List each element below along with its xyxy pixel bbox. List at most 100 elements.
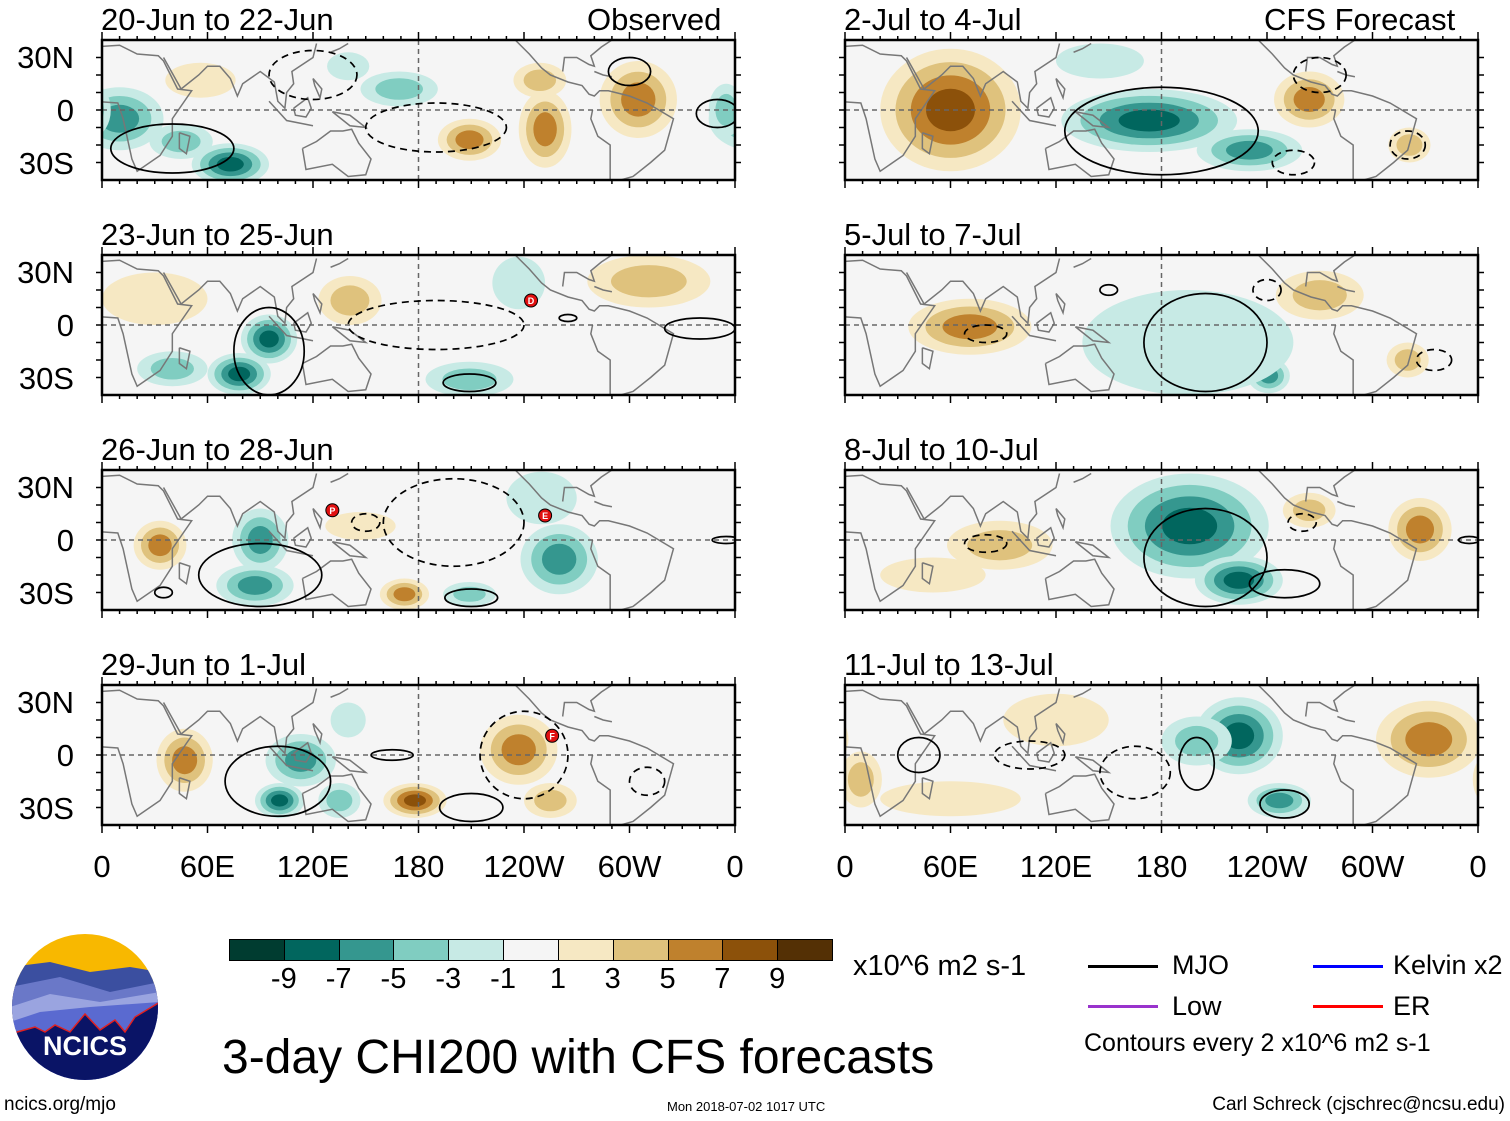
coastline bbox=[561, 470, 613, 502]
coastline bbox=[1011, 315, 1057, 342]
site-link[interactable]: ncics.org/mjo bbox=[4, 1094, 116, 1115]
anomaly-region bbox=[1223, 571, 1255, 589]
coastline bbox=[1257, 685, 1418, 825]
colorbar-tick-label: -3 bbox=[435, 963, 462, 995]
coastline bbox=[1337, 715, 1356, 723]
colorbar-tick-label: 1 bbox=[549, 963, 566, 995]
anomaly-region bbox=[172, 746, 198, 775]
mjo-contour-negative bbox=[350, 512, 381, 533]
coastline bbox=[292, 526, 313, 548]
mjo-contour-positive bbox=[438, 792, 504, 823]
mjo-contour-negative bbox=[479, 710, 569, 800]
panel-title: 11-Jul to 13-Jul bbox=[844, 647, 1054, 682]
y-tick-label: 30N bbox=[17, 685, 74, 720]
coastline bbox=[162, 688, 318, 755]
storm-letter: F bbox=[549, 731, 555, 741]
colorbar-tick-label: -7 bbox=[325, 963, 352, 995]
coastline bbox=[102, 259, 193, 388]
colorbar-tick-label: 7 bbox=[714, 963, 731, 995]
logo-text: NCICS bbox=[43, 1031, 127, 1061]
coastline bbox=[268, 100, 314, 127]
mjo-contour-positive bbox=[442, 373, 497, 393]
coastline bbox=[330, 687, 349, 698]
anomaly-region bbox=[797, 738, 838, 784]
coastline bbox=[1304, 685, 1356, 717]
mjo-contour-positive bbox=[1099, 283, 1119, 297]
map-panel bbox=[839, 677, 1484, 833]
coastline bbox=[921, 562, 934, 586]
anomaly-region bbox=[763, 134, 789, 156]
anomaly-region bbox=[805, 746, 830, 774]
mjo-contour-negative bbox=[963, 533, 1008, 554]
anomaly-region bbox=[754, 343, 796, 378]
anomaly-region bbox=[773, 516, 801, 544]
anomaly-region bbox=[326, 789, 353, 812]
x-tick-label: 180 bbox=[392, 849, 445, 884]
coastline bbox=[921, 777, 934, 801]
anomaly-region bbox=[259, 330, 279, 348]
colorbar-swatch bbox=[503, 939, 559, 961]
mjo-contour-negative bbox=[1415, 348, 1453, 372]
observed-label: Observed bbox=[587, 2, 722, 37]
y-tick-label: 30S bbox=[18, 791, 74, 826]
coastline bbox=[1333, 754, 1354, 825]
x-tick-label: 0 bbox=[1469, 849, 1487, 884]
anomaly-region bbox=[393, 587, 416, 602]
y-tick-label: 30S bbox=[18, 361, 74, 396]
mjo-contour-positive bbox=[558, 313, 578, 323]
panel-title: 8-Jul to 10-Jul bbox=[844, 432, 1039, 467]
anomaly-region bbox=[1292, 280, 1347, 311]
x-tick-label: 60E bbox=[922, 849, 979, 884]
storm-letter: P bbox=[329, 506, 335, 516]
anomaly-region bbox=[755, 498, 818, 561]
anomaly-region bbox=[784, 358, 827, 380]
coastline bbox=[845, 474, 936, 603]
coastline bbox=[301, 558, 372, 608]
coastline bbox=[331, 756, 369, 774]
y-tick-label: 30S bbox=[18, 146, 74, 181]
anomaly-region bbox=[271, 794, 289, 807]
colorbar-swatch bbox=[448, 939, 505, 961]
mjo-contour-negative bbox=[1099, 745, 1172, 800]
coastline bbox=[178, 347, 191, 371]
anomaly-region bbox=[541, 543, 577, 575]
figure-title: 3-day CHI200 with CFS forecasts bbox=[222, 1031, 935, 1084]
coastline bbox=[331, 541, 369, 559]
x-tick-label: 60E bbox=[179, 849, 236, 884]
mjo-contour-negative bbox=[1389, 130, 1427, 160]
coastline bbox=[1035, 741, 1056, 763]
coastline bbox=[1011, 100, 1057, 127]
coastline bbox=[301, 128, 372, 178]
ncics-logo: NCICS bbox=[12, 934, 158, 1080]
coastline bbox=[1035, 96, 1056, 118]
colorbar-swatch bbox=[667, 939, 724, 961]
x-tick-label: 120E bbox=[276, 849, 350, 884]
coastline bbox=[330, 42, 349, 53]
coastline bbox=[845, 689, 936, 818]
panel-title: 2-Jul to 4-Jul bbox=[844, 2, 1022, 37]
map-panel bbox=[96, 32, 741, 188]
y-tick-label: 30N bbox=[17, 470, 74, 505]
anomaly-region bbox=[403, 794, 426, 807]
anomaly-region bbox=[1118, 109, 1180, 132]
anomaly-region bbox=[237, 576, 273, 595]
coastline bbox=[845, 44, 936, 173]
mjo-contour-positive bbox=[109, 123, 235, 174]
coastline bbox=[1333, 324, 1354, 395]
anomaly-region bbox=[1405, 722, 1453, 757]
coastline bbox=[1333, 109, 1354, 180]
anomaly-region bbox=[1292, 499, 1326, 522]
coastline bbox=[514, 255, 675, 395]
colorbar-swatch bbox=[393, 939, 450, 961]
coastline bbox=[1073, 42, 1092, 53]
colorbar-tick-label: -1 bbox=[490, 963, 516, 995]
tropical-cyclone-icon: F bbox=[545, 728, 560, 743]
coastline bbox=[301, 343, 372, 393]
anomaly-region bbox=[1175, 725, 1219, 757]
coastline bbox=[1257, 255, 1418, 395]
coastline bbox=[594, 500, 613, 508]
anomaly-region bbox=[247, 526, 273, 554]
mjo-contour-positive bbox=[153, 586, 174, 599]
mjo-contour-negative bbox=[1252, 278, 1282, 302]
anomaly-region bbox=[790, 729, 846, 792]
